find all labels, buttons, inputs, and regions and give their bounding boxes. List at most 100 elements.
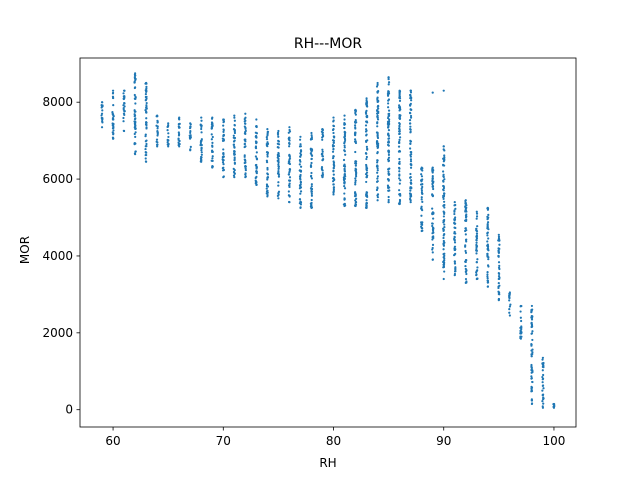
data-point bbox=[475, 274, 478, 277]
data-point bbox=[133, 120, 136, 123]
data-point bbox=[376, 146, 379, 150]
data-point bbox=[464, 251, 468, 254]
data-point bbox=[100, 126, 104, 129]
data-point bbox=[443, 149, 446, 152]
data-point bbox=[520, 328, 523, 331]
y-tick-label: 8000 bbox=[42, 95, 73, 109]
data-point bbox=[365, 155, 368, 159]
data-point bbox=[409, 131, 412, 134]
data-point bbox=[265, 187, 268, 190]
data-point bbox=[233, 119, 236, 122]
data-point bbox=[476, 258, 479, 261]
data-point bbox=[200, 116, 203, 119]
data-point bbox=[288, 168, 292, 171]
data-point bbox=[387, 150, 391, 153]
data-point bbox=[288, 171, 291, 174]
data-point bbox=[354, 177, 357, 180]
data-point bbox=[376, 118, 380, 121]
data-point bbox=[420, 223, 423, 226]
data-point bbox=[266, 155, 269, 158]
data-point bbox=[387, 137, 391, 140]
data-point bbox=[133, 141, 136, 145]
data-point bbox=[377, 111, 380, 115]
data-point bbox=[309, 202, 312, 205]
data-point bbox=[134, 102, 137, 105]
data-point bbox=[443, 206, 446, 209]
data-point bbox=[178, 133, 181, 136]
data-point bbox=[409, 172, 412, 176]
x-tick-label: 90 bbox=[436, 434, 451, 448]
data-point bbox=[465, 240, 468, 243]
data-point bbox=[409, 93, 412, 97]
data-point bbox=[233, 146, 236, 149]
data-point bbox=[144, 140, 147, 143]
data-point bbox=[409, 122, 412, 125]
data-point bbox=[320, 152, 324, 155]
data-point bbox=[387, 170, 390, 173]
data-point bbox=[376, 193, 380, 196]
data-point bbox=[266, 142, 269, 145]
data-point bbox=[200, 146, 203, 149]
data-point bbox=[531, 380, 534, 384]
data-point bbox=[442, 277, 445, 281]
data-point bbox=[156, 119, 159, 122]
data-point bbox=[486, 285, 489, 288]
data-point bbox=[277, 129, 280, 133]
data-point bbox=[398, 160, 401, 163]
data-point bbox=[398, 117, 402, 120]
data-point bbox=[486, 277, 489, 280]
data-point bbox=[365, 109, 368, 112]
data-point bbox=[277, 139, 280, 142]
data-point bbox=[386, 122, 390, 126]
data-point bbox=[530, 316, 534, 319]
data-point bbox=[332, 155, 335, 158]
data-point bbox=[200, 149, 203, 152]
data-point bbox=[364, 112, 368, 115]
data-point bbox=[542, 397, 545, 400]
data-point bbox=[277, 159, 280, 163]
data-point bbox=[288, 126, 291, 129]
y-tick-label: 0 bbox=[65, 403, 73, 417]
data-point bbox=[145, 87, 148, 90]
data-point bbox=[398, 130, 401, 133]
data-point bbox=[431, 175, 434, 178]
data-point bbox=[277, 192, 280, 195]
data-point bbox=[443, 200, 446, 203]
data-point bbox=[387, 201, 390, 204]
data-point bbox=[332, 166, 335, 169]
data-point bbox=[343, 146, 346, 149]
data-point bbox=[332, 176, 335, 180]
data-point bbox=[376, 171, 379, 174]
data-point bbox=[442, 221, 445, 224]
data-point bbox=[332, 164, 336, 167]
data-point bbox=[133, 75, 136, 79]
data-point bbox=[487, 249, 490, 252]
data-point bbox=[288, 176, 292, 179]
data-point bbox=[464, 249, 467, 253]
data-point bbox=[398, 93, 401, 96]
data-point bbox=[475, 212, 479, 215]
data-point bbox=[443, 178, 446, 181]
data-point bbox=[321, 176, 324, 179]
data-point bbox=[442, 229, 445, 232]
data-point bbox=[497, 239, 500, 242]
data-point bbox=[188, 137, 192, 140]
data-point bbox=[133, 80, 136, 83]
data-point bbox=[442, 160, 445, 163]
data-point bbox=[255, 165, 258, 168]
data-point bbox=[343, 121, 346, 125]
data-point bbox=[365, 152, 368, 155]
data-point bbox=[233, 176, 236, 179]
data-point bbox=[343, 118, 346, 121]
x-tick-label: 100 bbox=[543, 434, 566, 448]
data-point bbox=[408, 119, 412, 122]
data-point bbox=[111, 137, 115, 140]
data-point bbox=[166, 129, 169, 132]
data-point bbox=[232, 134, 235, 137]
data-point bbox=[375, 180, 379, 183]
data-point bbox=[321, 171, 324, 175]
data-point bbox=[299, 177, 302, 180]
data-point bbox=[354, 199, 357, 202]
data-point bbox=[332, 144, 335, 148]
data-point bbox=[298, 198, 301, 201]
